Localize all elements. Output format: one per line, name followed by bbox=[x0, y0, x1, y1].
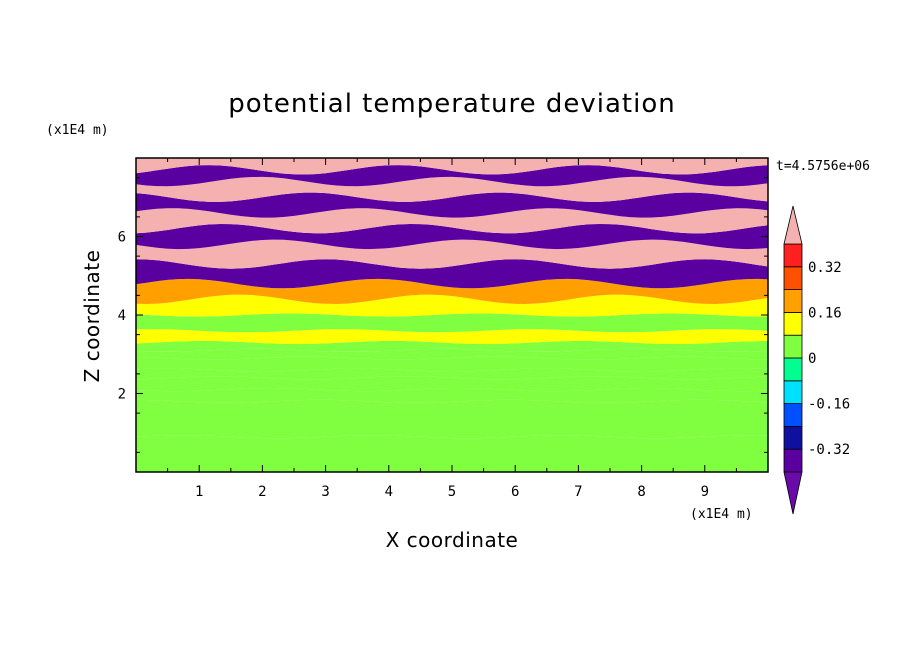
contour-band bbox=[136, 399, 768, 439]
x-axis-unit: (x1E4 m) bbox=[690, 507, 753, 522]
contour-band bbox=[136, 239, 768, 269]
y-axis-unit: (x1E4 m) bbox=[46, 123, 109, 138]
contour-band bbox=[136, 356, 768, 372]
colorbar-tick-label: -0.16 bbox=[808, 397, 850, 413]
contour-band bbox=[136, 329, 768, 344]
colorbar: 0.32 0.16 0 -0.16 -0.32 bbox=[783, 205, 850, 515]
colorbar-segment bbox=[783, 425, 803, 450]
colorbar-tick-label: 0.16 bbox=[808, 305, 842, 321]
colorbar-tick-label: 0.32 bbox=[808, 260, 842, 276]
colorbar-over-arrow bbox=[783, 205, 803, 245]
contour-band bbox=[136, 192, 768, 218]
contour-band bbox=[136, 340, 768, 352]
y-tick-label: 4 bbox=[118, 308, 126, 324]
contour-band bbox=[136, 278, 768, 304]
x-axis-label: X coordinate bbox=[386, 528, 519, 552]
y-tick-label: 2 bbox=[118, 387, 126, 403]
colorbar-segment bbox=[783, 334, 803, 359]
contour-band bbox=[136, 313, 768, 333]
x-tick-label: 2 bbox=[258, 484, 266, 500]
contour-field bbox=[136, 158, 768, 472]
contour-band bbox=[136, 376, 768, 392]
contour-band bbox=[136, 388, 768, 403]
contour-band bbox=[136, 224, 768, 250]
x-tick-label: 1 bbox=[195, 484, 203, 500]
y-axis: 2 4 6 bbox=[118, 177, 768, 453]
colorbar-under-arrow bbox=[783, 471, 803, 515]
colorbar-segment bbox=[783, 289, 803, 313]
x-tick-label: 6 bbox=[511, 484, 519, 500]
contour-band bbox=[136, 435, 768, 472]
colorbar-segment bbox=[783, 380, 803, 404]
contour-band bbox=[136, 294, 768, 317]
contour-band bbox=[136, 368, 768, 380]
contour-band bbox=[136, 158, 768, 175]
contour-band bbox=[136, 208, 768, 234]
colorbar-segment bbox=[783, 448, 803, 473]
contour-band bbox=[136, 259, 768, 289]
colorbar-segment bbox=[783, 243, 803, 268]
x-tick-label: 7 bbox=[574, 484, 582, 500]
y-tick-label: 6 bbox=[118, 230, 126, 246]
colorbar-tick-label: -0.32 bbox=[808, 442, 850, 458]
colorbar-segment bbox=[783, 311, 803, 336]
chart-title: potential temperature deviation bbox=[228, 89, 675, 119]
contour-band bbox=[136, 348, 768, 360]
colorbar-segment bbox=[783, 357, 803, 382]
x-tick-label: 4 bbox=[385, 484, 393, 500]
x-tick-label: 8 bbox=[637, 484, 645, 500]
x-axis: 1 2 3 4 5 6 7 8 9 bbox=[167, 158, 737, 500]
contour-band bbox=[136, 176, 768, 202]
x-tick-label: 9 bbox=[701, 484, 709, 500]
time-label: t=4.5756e+06 bbox=[776, 159, 870, 174]
x-tick-label: 5 bbox=[448, 484, 456, 500]
colorbar-segment bbox=[783, 403, 803, 427]
y-axis-label: Z coordinate bbox=[80, 250, 104, 383]
contour-band bbox=[136, 165, 768, 187]
colorbar-segment bbox=[783, 266, 803, 290]
colorbar-tick-label: 0 bbox=[808, 351, 816, 367]
x-tick-label: 3 bbox=[321, 484, 329, 500]
